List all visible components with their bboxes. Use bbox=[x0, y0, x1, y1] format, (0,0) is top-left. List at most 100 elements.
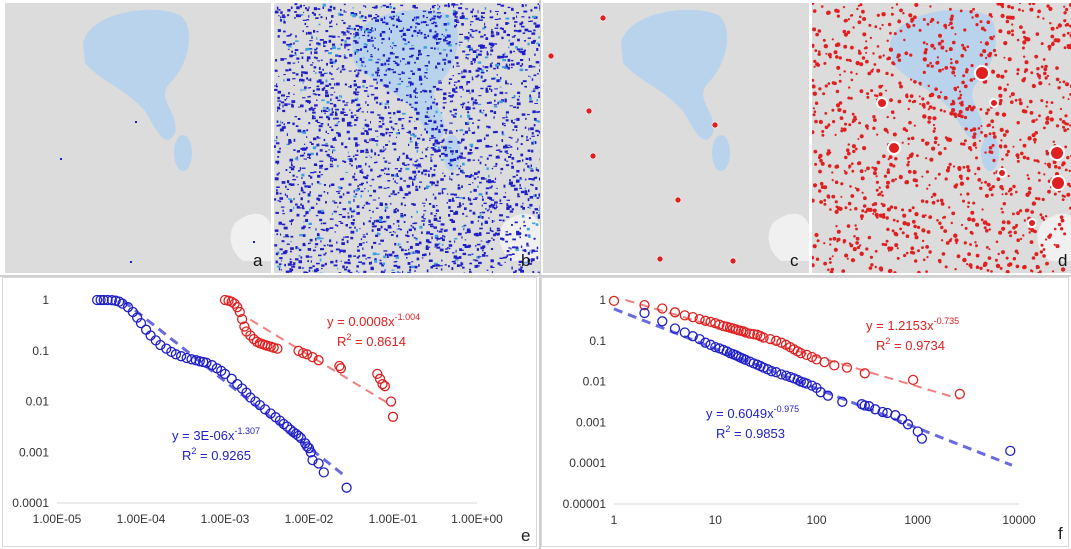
pixel-mark bbox=[533, 237, 536, 240]
site-dot bbox=[1019, 101, 1023, 106]
data-point-red bbox=[608, 295, 620, 307]
site-dot bbox=[919, 103, 922, 105]
data-point-blue bbox=[145, 330, 156, 341]
pixel-mark bbox=[335, 108, 339, 111]
pixel-mark bbox=[424, 173, 427, 176]
pixel-mark bbox=[412, 183, 414, 186]
pixel-mark bbox=[288, 92, 290, 95]
site-dot bbox=[824, 125, 829, 130]
data-point-blue bbox=[161, 343, 172, 354]
pixel-mark bbox=[499, 199, 502, 202]
pixel-mark bbox=[437, 4, 439, 6]
pixel-mark bbox=[388, 253, 393, 257]
pixel-mark bbox=[383, 149, 386, 151]
pixel-mark bbox=[414, 160, 418, 163]
pixel-mark bbox=[476, 139, 481, 143]
site-dot bbox=[821, 133, 825, 137]
site-dot bbox=[1012, 145, 1015, 148]
site-dot bbox=[969, 230, 973, 235]
pixel-mark bbox=[467, 57, 469, 60]
pixel-mark bbox=[344, 268, 348, 271]
site-dot bbox=[838, 56, 842, 60]
pixel-mark bbox=[480, 72, 485, 74]
pixel-mark bbox=[521, 21, 524, 24]
pixel-mark bbox=[500, 237, 503, 240]
pixel-mark bbox=[339, 249, 343, 252]
pixel-mark bbox=[411, 265, 415, 268]
site-dot bbox=[836, 42, 841, 47]
pixel-mark bbox=[360, 194, 362, 198]
site-dot bbox=[1028, 227, 1031, 230]
site-dot bbox=[940, 202, 945, 206]
pixel-mark bbox=[278, 103, 281, 106]
site-dot bbox=[1038, 81, 1043, 86]
pixel-mark bbox=[455, 24, 458, 27]
pixel-mark bbox=[461, 70, 463, 74]
site-dot bbox=[954, 238, 959, 243]
pixel-mark bbox=[443, 92, 447, 96]
pixel-mark bbox=[298, 260, 302, 264]
pixel-mark bbox=[341, 238, 344, 241]
pixel-mark bbox=[482, 65, 484, 68]
pixel-mark bbox=[305, 100, 310, 103]
site-dot bbox=[1050, 26, 1055, 31]
pixel-mark bbox=[294, 54, 297, 56]
pixel-mark bbox=[318, 254, 322, 257]
pixel-mark bbox=[408, 77, 411, 79]
pixel-mark bbox=[364, 123, 368, 127]
pixel-mark bbox=[318, 125, 323, 128]
pixel-mark bbox=[388, 195, 391, 198]
site-dot bbox=[892, 218, 896, 222]
pixel-mark bbox=[308, 15, 310, 18]
pixel-mark bbox=[399, 20, 403, 22]
pixel-mark bbox=[508, 254, 513, 256]
pixel-mark bbox=[354, 118, 358, 122]
pixel-mark bbox=[488, 154, 493, 157]
pixel-mark bbox=[490, 43, 495, 47]
site-dot bbox=[881, 194, 884, 197]
site-dot bbox=[1035, 264, 1040, 269]
site-dot bbox=[894, 157, 898, 161]
pixel-mark bbox=[520, 269, 524, 273]
pixel-mark bbox=[334, 83, 336, 86]
pixel-mark bbox=[538, 24, 540, 27]
pixel-mark bbox=[333, 210, 337, 213]
pixel-mark bbox=[318, 183, 322, 185]
pixel-mark bbox=[365, 28, 369, 30]
site-dot bbox=[547, 52, 555, 60]
pixel-mark bbox=[321, 209, 324, 212]
pixel-mark bbox=[520, 266, 523, 269]
pixel-mark bbox=[370, 36, 373, 40]
site-dot bbox=[951, 70, 956, 75]
site-dot bbox=[1035, 197, 1038, 200]
pixel-mark bbox=[531, 32, 536, 35]
pixel-mark bbox=[434, 243, 438, 247]
pixel-mark bbox=[307, 87, 310, 89]
pixel-mark bbox=[367, 93, 369, 95]
pixel-mark bbox=[416, 257, 420, 261]
pixel-mark bbox=[496, 23, 499, 27]
pixel-mark bbox=[454, 19, 458, 22]
site-dot bbox=[959, 93, 963, 97]
site-dot bbox=[1027, 136, 1032, 141]
trendline-equation: y = 0.0008x-1.004 bbox=[327, 312, 420, 329]
pixel-mark bbox=[535, 129, 539, 132]
site-dot bbox=[1031, 256, 1036, 260]
pixel-mark bbox=[330, 260, 334, 264]
site-dot bbox=[1042, 248, 1046, 251]
pixel-mark bbox=[458, 7, 463, 10]
pixel-mark bbox=[279, 192, 282, 195]
pixel-mark bbox=[352, 14, 357, 18]
pixel-mark bbox=[486, 70, 488, 72]
pixel-mark bbox=[350, 85, 352, 88]
pixel-mark bbox=[336, 23, 338, 26]
data-point-red bbox=[334, 360, 345, 372]
site-dot bbox=[949, 21, 953, 26]
site-dot bbox=[1062, 33, 1066, 37]
pixel-mark bbox=[373, 220, 376, 223]
pixel-mark bbox=[533, 124, 536, 127]
site-dot bbox=[1055, 244, 1060, 249]
site-dot bbox=[921, 97, 925, 101]
site-dot bbox=[1045, 261, 1049, 266]
site-dot bbox=[1060, 218, 1065, 223]
